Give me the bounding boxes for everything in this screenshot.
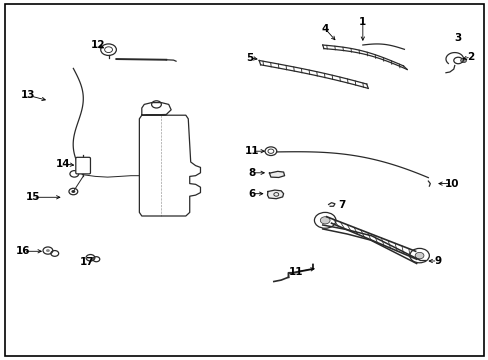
Circle shape [414,252,423,259]
Circle shape [46,249,50,252]
Text: 2: 2 [467,52,473,62]
Text: 4: 4 [321,24,328,34]
Text: 8: 8 [248,168,255,178]
Polygon shape [267,190,283,199]
Text: 9: 9 [433,256,440,266]
Circle shape [320,217,329,224]
Text: 13: 13 [21,90,36,100]
FancyBboxPatch shape [76,157,90,174]
Circle shape [460,58,466,63]
Text: 14: 14 [56,159,71,169]
Text: 1: 1 [359,17,366,27]
Text: 17: 17 [80,257,94,267]
Text: 5: 5 [245,53,252,63]
Text: 7: 7 [338,200,346,210]
Text: 11: 11 [288,267,303,277]
Polygon shape [269,171,284,177]
Circle shape [71,190,75,193]
Text: 6: 6 [248,189,255,199]
Text: 10: 10 [444,179,459,189]
Text: 11: 11 [244,146,259,156]
Text: 16: 16 [16,246,31,256]
Text: 15: 15 [26,192,41,202]
Text: 12: 12 [90,40,105,50]
Text: 3: 3 [453,33,460,43]
